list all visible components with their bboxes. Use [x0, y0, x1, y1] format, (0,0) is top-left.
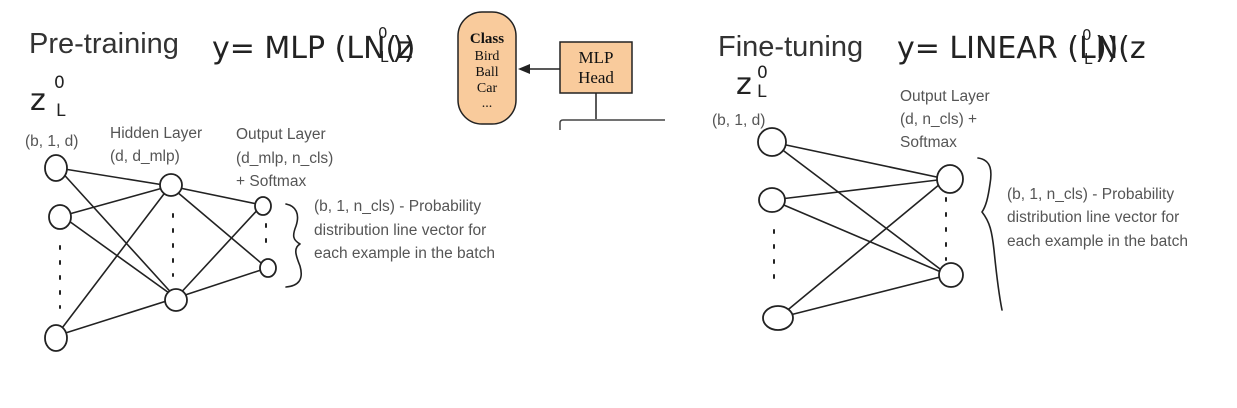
pretraining-connections — [55, 167, 268, 337]
finetuning-input-dims: (b, 1, d) — [712, 112, 765, 129]
ft-input-node — [762, 305, 794, 331]
pretraining-output-nodes — [254, 196, 277, 278]
output-node — [259, 258, 277, 278]
mlp-head-box — [559, 41, 633, 94]
edge — [777, 178, 947, 319]
output-layer-title: Output Layer — [236, 126, 326, 143]
edge — [771, 199, 949, 276]
ft-output-node — [938, 262, 964, 288]
ft-output-desc-line-2: distribution line vector for — [1007, 209, 1179, 226]
ft-output-layer-title: Output Layer — [900, 88, 990, 105]
edge — [61, 215, 177, 299]
edge — [169, 185, 268, 269]
output-layer-softmax: + Softmax — [236, 173, 306, 190]
pretraining-output-desc: (b, 1, n_cls) - Probability distribution… — [314, 198, 495, 262]
finetuning-input-sub: L — [757, 82, 767, 102]
finetuning-formula-text: y= LINEAR (LN(z — [897, 31, 1146, 66]
edge — [771, 141, 949, 276]
edge — [61, 185, 171, 217]
finetuning-input-z: z — [736, 67, 752, 102]
output-desc-line-2: distribution line vector for — [314, 222, 486, 239]
class-box — [457, 11, 517, 125]
ft-input-node — [758, 187, 786, 213]
finetuning-output-desc: (b, 1, n_cls) - Probability distribution… — [1007, 186, 1188, 250]
edge — [175, 267, 268, 299]
finetuning-title: Fine-tuning — [718, 31, 863, 63]
pretraining-input-nodes — [44, 154, 72, 352]
output-desc-line-1: (b, 1, n_cls) - Probability — [314, 198, 481, 215]
edge — [771, 178, 947, 201]
finetuning-formula-close: )) — [1095, 31, 1118, 66]
finetuning-formula-sup: 0 — [1082, 26, 1092, 44]
finetuning-output-nodes — [936, 164, 964, 288]
output-node — [254, 196, 272, 216]
input-node — [44, 154, 68, 182]
hidden-node — [159, 173, 183, 197]
edge — [55, 185, 171, 337]
finetuning-panel: Fine-tuning y= LINEAR (LN(z 0 L )) z 0 L… — [712, 26, 1188, 331]
class-more: ... — [482, 96, 493, 111]
class-bird: Bird — [475, 49, 500, 64]
class-box-title: Class — [470, 31, 504, 47]
input-node — [44, 324, 68, 352]
finetuning-input-nodes — [757, 127, 794, 331]
ft-output-layer-dims: (d, n_cls) + — [900, 111, 977, 128]
ft-output-desc-line-1: (b, 1, n_cls) - Probability — [1007, 186, 1174, 203]
encoder-box-edge — [559, 119, 665, 130]
finetuning-input-sup: 0 — [757, 63, 768, 83]
pretraining-formula-text: y= MLP (LN(z — [212, 31, 413, 66]
input-node — [48, 204, 72, 230]
pretraining-input-dims: (b, 1, d) — [25, 133, 78, 150]
finetuning-output-label: Output Layer (d, n_cls) + Softmax — [900, 88, 990, 151]
pretraining-formula-sup: 0 — [378, 24, 388, 42]
hidden-layer-title: Hidden Layer — [110, 125, 202, 142]
finetuning-connections — [771, 141, 949, 319]
vit-head-snippet: Class Bird Ball Car ... MLP Head — [457, 11, 665, 130]
pretraining-input-symbol: z 0 L — [30, 73, 66, 121]
ft-input-node — [757, 127, 787, 157]
ft-output-layer-softmax: Softmax — [900, 134, 957, 151]
arrow-head-icon — [518, 64, 530, 74]
edge — [57, 167, 171, 187]
pretraining-input-sup: 0 — [54, 73, 65, 93]
edge — [55, 297, 177, 337]
edge — [777, 274, 949, 319]
edge — [57, 167, 177, 299]
edge — [169, 185, 263, 206]
class-ball: Ball — [475, 65, 498, 80]
finetuning-output-brace — [977, 157, 1003, 311]
mlp-head-line-2: Head — [578, 68, 614, 87]
edge — [175, 204, 263, 299]
pretraining-output-label: Output Layer (d_mlp, n_cls) + Softmax — [236, 126, 333, 190]
pretraining-formula: y= MLP (LN(z 0 L )) — [212, 24, 415, 66]
pretraining-formula-sub: L — [380, 48, 389, 66]
edge — [771, 141, 947, 180]
hidden-layer-dims: (d, d_mlp) — [110, 148, 180, 165]
finetuning-formula-sub: L — [1084, 50, 1093, 68]
pretraining-panel: Pre-training y= MLP (LN(z 0 L )) z 0 L (… — [25, 24, 495, 352]
ft-output-node — [936, 164, 964, 194]
class-car: Car — [477, 81, 498, 96]
ft-output-desc-line-3: each example in the batch — [1007, 233, 1188, 250]
pretraining-hidden-label: Hidden Layer (d, d_mlp) — [110, 125, 202, 165]
pretraining-hidden-nodes — [159, 173, 188, 312]
pretraining-formula-close: )) — [392, 31, 415, 66]
output-layer-dims: (d_mlp, n_cls) — [236, 150, 333, 167]
pretraining-output-brace — [285, 203, 302, 288]
finetuning-formula: y= LINEAR (LN(z 0 L )) — [897, 26, 1146, 68]
output-desc-line-3: each example in the batch — [314, 245, 495, 262]
hidden-node — [164, 288, 188, 312]
pretraining-title: Pre-training — [29, 28, 179, 60]
pretraining-input-sub: L — [56, 101, 66, 121]
mlp-head-line-1: MLP — [579, 48, 614, 67]
pretraining-input-z: z — [30, 83, 46, 118]
finetuning-input-symbol: z 0 L — [736, 63, 768, 102]
